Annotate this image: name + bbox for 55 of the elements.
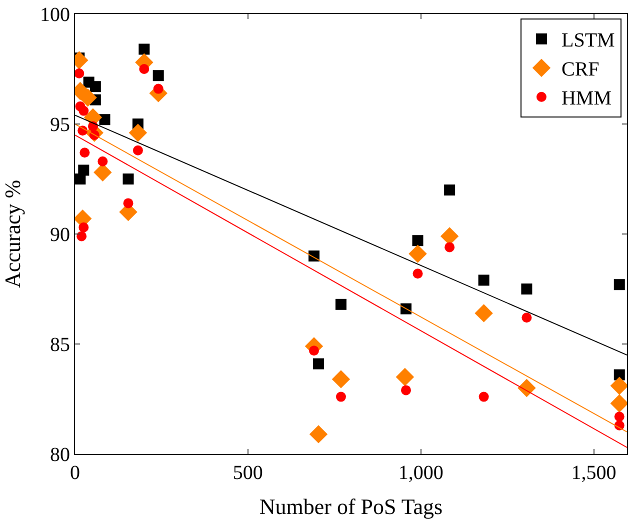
point — [408, 244, 427, 263]
point — [78, 106, 89, 116]
point — [78, 222, 89, 232]
point — [138, 44, 150, 55]
y-tick-label: 85 — [50, 334, 70, 356]
x-axis-title: Number of PoS Tags — [259, 494, 443, 519]
y-tick-label: 100 — [40, 4, 70, 26]
point — [308, 346, 319, 356]
point — [128, 124, 148, 142]
point — [396, 368, 414, 386]
x-tick-label: 500 — [232, 462, 263, 484]
point — [312, 358, 324, 370]
point — [614, 412, 624, 422]
point — [610, 394, 627, 412]
point — [123, 198, 134, 208]
legend-label: LSTM — [561, 30, 616, 52]
point — [122, 174, 134, 184]
legend-label: HMM — [561, 88, 612, 110]
point — [400, 385, 411, 396]
point — [99, 114, 110, 126]
point — [90, 81, 101, 92]
point — [75, 174, 86, 184]
point — [335, 298, 346, 310]
point — [98, 156, 108, 166]
point — [132, 145, 143, 156]
x-tick-label: 0 — [70, 462, 80, 484]
point — [614, 279, 625, 290]
point — [309, 425, 328, 444]
point — [153, 84, 164, 94]
point — [474, 304, 493, 322]
point — [80, 148, 90, 158]
point — [444, 184, 456, 196]
y-tick-label: 90 — [50, 224, 70, 246]
point — [412, 235, 424, 246]
point — [521, 284, 532, 294]
point — [518, 378, 536, 398]
point — [478, 274, 490, 286]
x-tick-label: 1,000 — [398, 462, 444, 484]
legend-label: CRF — [561, 58, 600, 81]
y-axis-title: Accuracy % — [0, 180, 25, 288]
point — [332, 370, 350, 388]
point — [412, 268, 423, 279]
point — [76, 231, 87, 242]
y-tick-label: 80 — [50, 444, 70, 466]
point — [152, 70, 164, 82]
point — [522, 312, 532, 323]
point — [336, 392, 346, 402]
y-tick-label: 95 — [50, 114, 70, 136]
x-tick-label: 1,500 — [571, 462, 616, 484]
point — [75, 68, 84, 78]
point — [610, 376, 627, 395]
point — [444, 242, 455, 252]
point — [78, 88, 97, 107]
point — [139, 64, 150, 74]
point — [478, 392, 489, 402]
